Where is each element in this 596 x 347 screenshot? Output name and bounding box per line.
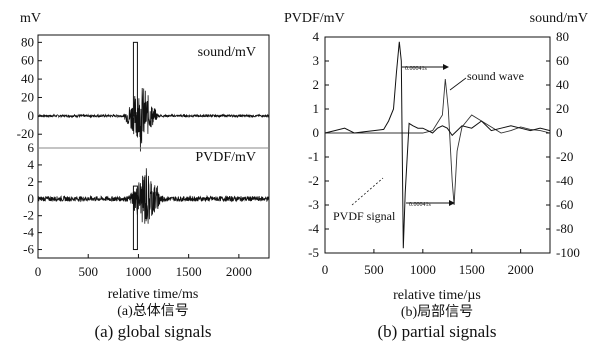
panel-a-xtick-label: 500 [78,264,98,279]
panel-a-ytick-label: 0 [28,191,35,206]
pvdf-signal-pointer [351,177,384,206]
panel-a-ytick-label: 6 [28,140,35,155]
panel-a-ytick-label: 60 [21,53,34,68]
interval-top-annotation: 0.00041s [402,64,449,72]
panel-a-sound-label: sound/mV [198,45,256,60]
sound-wave-pointer [449,77,467,91]
panel-a-frame [37,34,270,259]
panel-a-ytick-label: 4 [28,157,35,172]
panel-b-ytick-right-label: -20 [556,149,573,164]
panel-b-ytick-right-label: -80 [556,221,573,236]
panel-b-ytick-left-label: 1 [313,101,320,116]
panel-b-ylabel-left: PVDF/mV [284,11,345,26]
panel-b-xtick-label: 2000 [508,262,534,277]
interval-top-text: 0.00041s [405,66,428,72]
panel-a-xlabel: relative time/ms [108,287,199,302]
panel-a-ytick-label: 2 [28,174,35,189]
panel-b-ytick-left-label: -3 [308,197,319,212]
panel-a-sound-series [37,87,270,152]
panel-a-bottom-axis: -6 -4 -2 0 2 4 6 [23,140,138,257]
panel-b-xlabel: relative time/µs [393,288,481,303]
panel-b-ytick-left-label: 4 [313,29,320,44]
sound-wave-annotation: sound wave [467,69,524,83]
panel-b-pvdf-series [324,41,551,249]
panel-a-ytick-label: -20 [17,126,34,141]
panel-b-ylabel-right: sound/mV [530,11,588,26]
panel-a-caption-cn: (a)总体信号 [117,303,189,319]
panel-a-ytick-label: 20 [21,89,34,104]
panel-a-pvdf-label: PVDF/mV [195,150,256,165]
panel-b-ytick-left-label: -2 [308,173,319,188]
panel-b-ytick-right-label: 80 [556,29,569,44]
panel-a-ytick-label: 0 [28,108,35,123]
panel-a-xtick-label: 2000 [226,264,252,279]
panel-b-xtick-label: 0 [322,262,329,277]
panel-b: PVDF/mV sound/mV -5-4-3-2-101234-100-80-… [284,11,588,341]
panel-b-caption: (b) partial signals [378,322,497,341]
panel-a-xtick-label: 1500 [176,264,202,279]
panel-a-xtick-label: 0 [35,264,42,279]
panel-b-ytick-left-label: -4 [308,221,319,236]
panel-b-ytick-left-label: -5 [308,245,319,260]
panel-b-xtick-label: 1500 [459,262,485,277]
panel-a-spike-marker [132,185,138,251]
panel-b-ytick-right-label: 40 [556,77,569,92]
panel-b-sound-series [325,78,551,206]
panel-b-ytick-left-label: -1 [308,149,319,164]
interval-bottom-text: 0.00041s [409,202,432,208]
panel-b-frame [324,36,551,254]
panel-b-axes: -5 -4 -3 -2 -1 0 1 2 3 4 -100 -80 -60 -40 -20 0 20 40 60 80… [308,29,580,277]
panel-b-ytick-left-label: 3 [313,53,320,68]
pvdf-signal-annotation: PVDF signal [333,209,396,223]
interval-top-arrowhead [443,64,449,70]
interval-bottom-arrowhead [449,200,455,206]
panel-a-caption: (a) global signals [94,322,211,341]
panel-b-ytick-right-label: 60 [556,53,569,68]
panel-b-ytick-right-label: -40 [556,173,573,188]
panel-b-ytick-right-label: 0 [556,125,563,140]
panel-b-ytick-left-label: 2 [313,77,320,92]
panel-a-ytick-label: -6 [23,242,34,257]
panel-a-pvdf-series [37,168,270,224]
panel-a-ytick-label: 80 [21,34,34,49]
panel-b-ytick-left-label: 0 [313,125,320,140]
panel-b-ytick-right-label: 20 [556,101,569,116]
panel-b-ytick-right-label: -60 [556,197,573,212]
panel-b-xtick-label: 1000 [410,262,436,277]
panel-b-ytick-right-label: -100 [556,245,580,260]
panel-a-top-axis: -20 0 20 40 60 80 [17,34,138,141]
panel-a-ytick-label: 40 [21,71,34,86]
panel-a-ytick-label: -4 [23,225,34,240]
panel-a-unit-label: mV [20,11,41,26]
panel-a-ytick-label: -2 [23,208,34,223]
panel-b-xtick-label: 500 [364,262,384,277]
panel-a-xtick-label: 1000 [125,264,151,279]
panel-b-caption-cn: (b)局部信号 [401,304,473,320]
panel-a-x-axis: 0 500 1000 1500 2000 [35,254,252,279]
interval-bottom-annotation: 0.00041s [406,200,455,208]
